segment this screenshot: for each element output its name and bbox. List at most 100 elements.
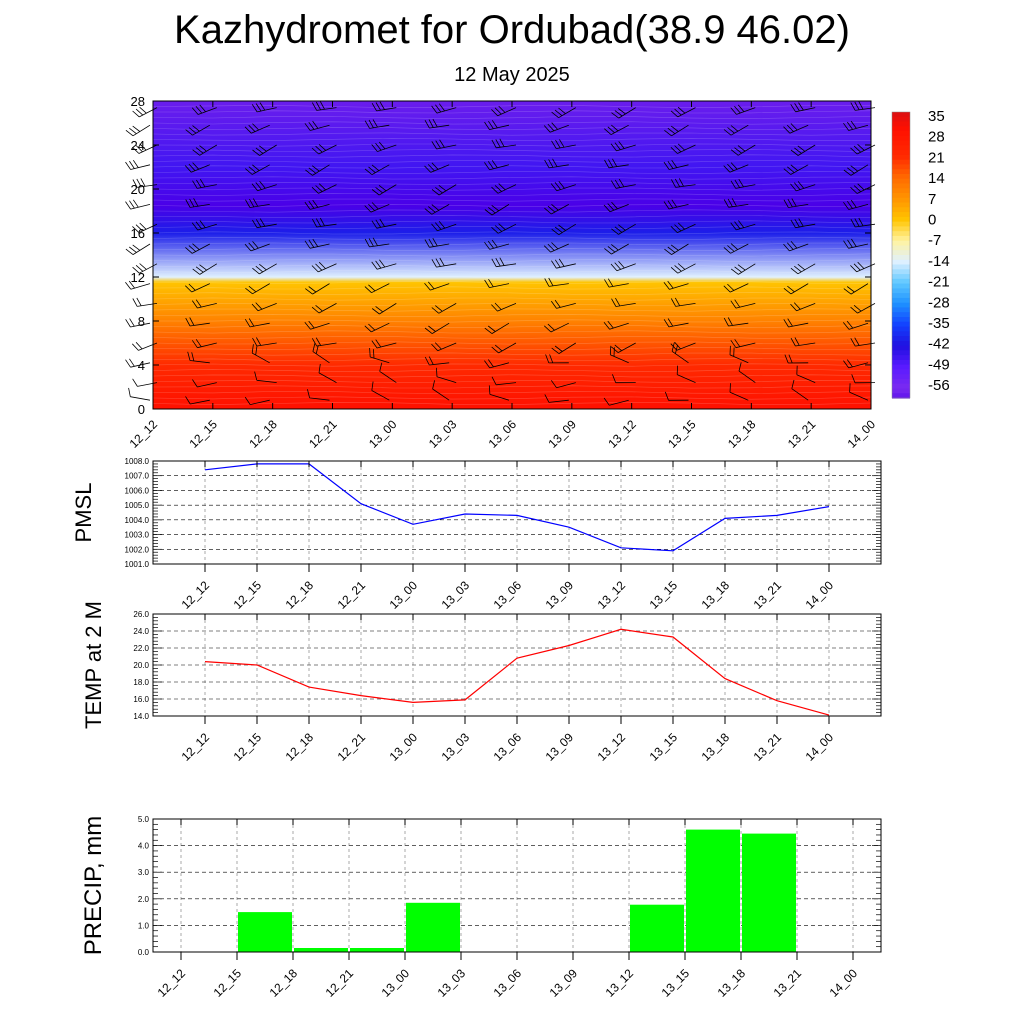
wind-barb [730,178,756,189]
contour-line [152,215,872,219]
colorbar-swatch [892,331,910,337]
wind-barb [723,243,749,254]
contour-line [152,363,872,367]
wind-barb [311,183,337,194]
wind-barb [729,345,749,364]
wind-barb [254,371,277,383]
wind-barb [730,299,756,309]
wind-barb [491,138,517,149]
colorbar-swatch [892,164,910,170]
colorbar-swatch [892,369,910,375]
colorbar-label: 21 [928,149,945,166]
xtick-label: 13_18 [715,966,749,1000]
colorbar-swatch [892,126,910,132]
colorbar-swatch [892,383,910,390]
contour-line [152,132,872,136]
contour-line [152,357,872,361]
wind-barb [185,198,210,208]
colorbar-swatch [892,202,910,208]
xtick-label: 12_21 [335,578,369,612]
xtick-label: 12_21 [335,730,369,764]
wind-barb [663,280,689,290]
ytick-label: 1003.0 [125,531,150,540]
wind-barb [491,183,517,194]
wind-barb [491,376,517,386]
xtick-label: 14_00 [827,966,861,1000]
contour-line [152,126,872,131]
colorbar-swatch [892,150,910,156]
xtick-label: 13_12 [603,966,637,1000]
wind-barb [304,320,330,330]
colorbar-label: 0 [928,212,936,229]
wind-barb [723,124,749,136]
colorbar-swatch [892,178,910,185]
wind-barb [551,258,576,269]
colorbar-swatch [892,264,910,270]
ytick-label: 1002.0 [125,545,150,554]
xtick-label: 13_15 [659,966,693,1000]
wind-barb [783,198,809,208]
colorbar-swatch [892,174,910,180]
wind-barb [304,120,330,131]
wind-barb [551,107,577,119]
wind-barb [424,322,450,334]
ytick-label: 1.0 [138,921,150,930]
wind-barb [551,139,576,149]
wind-barb [671,178,696,188]
wind-barb [251,344,270,364]
wind-barb [244,318,270,328]
colorbar-frame [891,111,911,399]
xtick-label: 12_15 [231,578,265,612]
contour-line [152,121,872,125]
wind-barb [790,102,816,113]
contour-line [152,302,872,306]
contour-line [152,165,872,169]
wind-barb [603,201,629,213]
wind-barb [843,120,869,131]
colorbar-swatch [892,317,910,323]
ytick-label: 24.0 [133,627,149,636]
wind-barb [132,178,158,188]
wind-barb [304,199,330,210]
colorbar-swatch [892,355,910,361]
wind-barb [783,318,809,328]
wind-barb [545,354,569,364]
xtick-label: 12_21 [323,966,357,1000]
colorbar-swatch [892,378,910,385]
wind-barb [604,243,629,255]
xtick-label: 13_00 [387,730,421,764]
contour-line [153,352,872,356]
wind-barb [783,123,809,134]
series-line [204,628,830,716]
wind-barb [132,342,158,351]
colorbar-swatch [892,288,910,294]
wind-barb [851,374,876,384]
ytick-label: 16.0 [133,695,149,704]
wind-barb [790,263,816,275]
xtick-label: 13_21 [751,578,785,612]
colorbar-label: 14 [928,170,945,187]
xtick-label: 14_00 [803,578,837,612]
contour-line [153,110,872,114]
colorbar-swatch [892,240,910,247]
colorbar-swatch [892,159,910,166]
wind-barb [252,144,277,156]
wind-barb [191,220,217,231]
heatmap-xtick-label: 12_15 [186,417,220,451]
wind-barb [723,283,749,293]
colorbar-swatch [892,274,910,280]
wind-barb [185,243,210,254]
heatmap-xtick-label: 13_15 [665,417,699,451]
colorbar-swatch [892,183,910,189]
ytick-label: 20.0 [133,661,149,670]
colorbar-swatch [892,307,910,313]
wind-barb [843,283,869,295]
wind-barb [843,199,869,210]
wind-barb [611,223,636,235]
wind-barb [132,263,158,274]
wind-barb [379,362,397,383]
ytick-label: 18.0 [133,678,149,687]
colorbar-swatch [892,216,910,223]
colorbar-swatch [892,278,910,285]
